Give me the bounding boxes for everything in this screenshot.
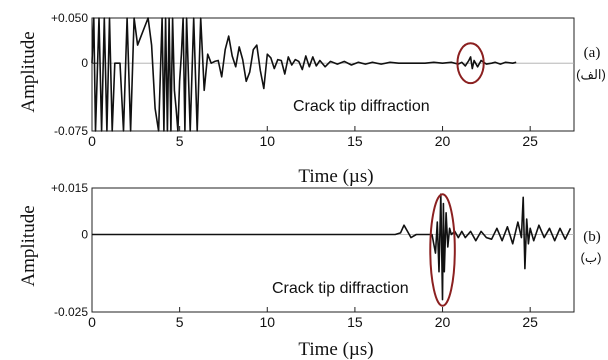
y-tick-label: +0.015 [51, 181, 88, 195]
x-tick-label: 20 [435, 133, 451, 149]
x-tick-label: 15 [347, 314, 363, 330]
y-ticks-a: +0.050 0 -0.075 [51, 11, 97, 138]
plot-frame-b [91, 187, 575, 313]
series-line-a [91, 17, 517, 132]
y-ticks-b: +0.015 0 -0.025 [51, 181, 97, 319]
y-axis-label-a: Amplitude [18, 31, 39, 112]
highlight-ellipse-a [456, 42, 485, 85]
panel-label-a: (a) [584, 45, 601, 61]
y-tick-label: -0.075 [54, 124, 88, 138]
x-tick-label: 10 [259, 314, 275, 330]
x-ticks-a: 0 5 10 15 20 25 [88, 126, 538, 149]
annotation-a: Crack tip diffraction [293, 98, 430, 115]
x-tick-label: 5 [176, 314, 184, 330]
highlight-ellipse-b [429, 193, 456, 307]
panel-label-alt-b: (ب) [581, 250, 602, 265]
x-ticks-b: 0 5 10 15 20 25 [88, 307, 538, 330]
y-tick-label: 0 [81, 228, 88, 242]
x-axis-label-a: Time (µs) [298, 166, 373, 187]
x-tick-label: 10 [259, 133, 275, 149]
panel-label-alt-a: (الف) [576, 67, 606, 82]
panel-label-b: (b) [583, 229, 601, 245]
y-tick-label: -0.025 [54, 305, 88, 319]
y-tick-label: +0.050 [51, 11, 88, 25]
plot-frame-a [91, 17, 575, 132]
annotation-b: Crack tip diffraction [272, 280, 409, 297]
x-tick-label: 15 [347, 133, 363, 149]
x-tick-label: 5 [176, 133, 184, 149]
x-tick-label: 0 [88, 314, 96, 330]
y-axis-label-b: Amplitude [18, 205, 39, 286]
x-axis-label-b: Time (µs) [298, 339, 373, 360]
x-tick-label: 20 [435, 314, 451, 330]
x-tick-label: 0 [88, 133, 96, 149]
x-tick-label: 25 [522, 133, 538, 149]
y-tick-label: 0 [81, 56, 88, 70]
x-tick-label: 25 [522, 314, 538, 330]
